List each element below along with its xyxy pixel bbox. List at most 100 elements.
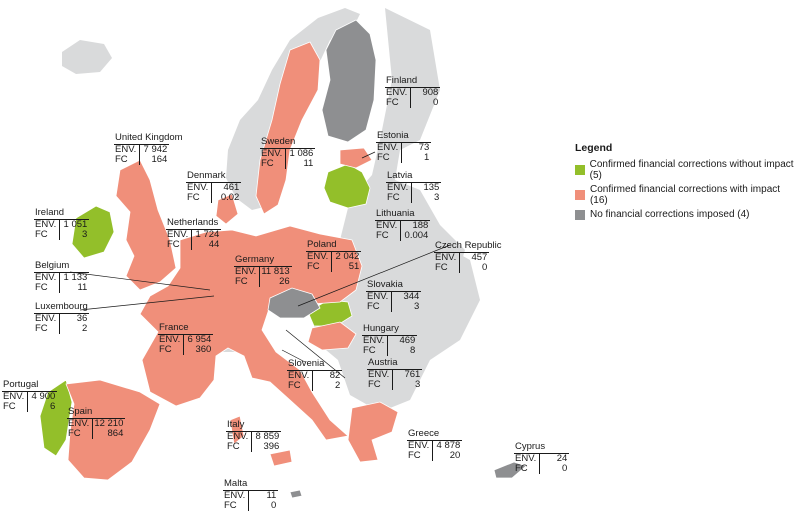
fc-label: FC xyxy=(234,276,261,287)
env-label: ENV. xyxy=(434,252,461,263)
legend-swatch-without-impact xyxy=(575,165,585,175)
fc-value: 2 xyxy=(82,322,88,334)
env-label: ENV. xyxy=(407,440,434,451)
country-values: ENV. 24 FC 0 xyxy=(514,452,570,474)
country-label-poland: Poland ENV. 2 042 FC 51 xyxy=(306,239,362,272)
env-value: 24 xyxy=(556,452,568,464)
country-label-portugal: Portugal ENV. 4 900 FC 6 xyxy=(2,379,58,412)
fc-value: 11 xyxy=(303,157,314,169)
estonia-shape xyxy=(339,147,373,169)
env-label: ENV. xyxy=(34,313,61,324)
country-label-slovakia: Slovakia ENV. 344 FC 3 xyxy=(366,279,422,312)
fc-value: 26 xyxy=(279,275,290,287)
env-value: 135 xyxy=(423,181,440,193)
fc-label: FC xyxy=(34,282,61,293)
fc-value: 20 xyxy=(449,449,461,461)
env-label: ENV. xyxy=(287,370,314,381)
belgium-leader xyxy=(69,271,211,291)
fc-label: FC xyxy=(366,301,393,312)
greece-shape xyxy=(347,401,399,463)
legend-swatch-no-corrections xyxy=(575,209,585,220)
legend-label-with-impact: Confirmed financial corrections with imp… xyxy=(589,184,781,206)
fc-value: 3 xyxy=(415,378,421,390)
env-value: 1 724 xyxy=(195,228,220,240)
fc-label: FC xyxy=(386,192,413,203)
env-label: ENV. xyxy=(186,182,213,193)
fc-label: FC xyxy=(306,261,333,272)
country-values: ENV. 135 FC 3 xyxy=(386,181,442,203)
env-label: ENV. xyxy=(2,391,29,402)
country-name: Denmark xyxy=(187,170,226,181)
fc-value: 164 xyxy=(151,153,168,165)
country-values: ENV. 461 FC 0.02 xyxy=(186,182,242,203)
country-name: Greece xyxy=(408,428,440,439)
env-value: 36 xyxy=(76,312,88,324)
country-values: ENV. 761 FC 3 xyxy=(367,369,423,390)
env-value: 469 xyxy=(399,334,416,346)
country-name: Poland xyxy=(307,239,337,250)
env-value: 6 954 xyxy=(187,333,212,345)
country-name: United Kingdom xyxy=(115,132,183,143)
fc-value: 360 xyxy=(195,343,212,355)
fc-label: FC xyxy=(226,441,253,452)
fc-value: 8 xyxy=(410,344,416,356)
legend-title: Legend xyxy=(575,142,613,154)
country-values: ENV. 82 FC 2 xyxy=(287,369,343,391)
country-values: ENV. 4 878 FC 20 xyxy=(407,440,463,461)
sweden-shape xyxy=(255,41,321,215)
country-values: ENV. 469 FC 8 xyxy=(362,334,418,356)
env-label: ENV. xyxy=(306,251,333,262)
fc-label: FC xyxy=(362,345,389,356)
country-values: ENV. 908 FC 0 xyxy=(385,87,441,108)
sicily-shape xyxy=(269,449,293,467)
iceland-shape xyxy=(62,40,112,74)
country-label-ireland: Ireland ENV. 1 051 FC 3 xyxy=(34,207,90,240)
country-name: Netherlands xyxy=(167,217,219,228)
country-label-austria: Austria ENV. 761 FC 3 xyxy=(367,357,423,390)
luxembourg-leader xyxy=(79,295,215,311)
fc-label: FC xyxy=(434,262,461,273)
env-value: 457 xyxy=(471,251,488,263)
country-values: ENV. 11 813 FC 26 xyxy=(234,266,292,287)
country-label-lithuania: Lithuania ENV. 188 FC 0.004 xyxy=(375,208,431,241)
fc-value: 2 xyxy=(335,379,341,391)
env-label: ENV. xyxy=(67,418,94,429)
env-label: ENV. xyxy=(366,291,393,302)
country-name: Sweden xyxy=(261,136,296,147)
country-label-latvia: Latvia ENV. 135 FC 3 xyxy=(386,170,442,203)
fc-label: FC xyxy=(385,97,412,108)
country-name: Lithuania xyxy=(376,208,415,219)
fc-label: FC xyxy=(287,380,314,391)
country-label-greece: Greece ENV. 4 878 FC 20 xyxy=(407,428,463,461)
fc-label: FC xyxy=(376,152,403,163)
env-value: 11 xyxy=(266,489,277,501)
env-label: ENV. xyxy=(367,369,394,380)
country-label-estonia: Estonia ENV. 73 FC 1 xyxy=(376,130,432,163)
env-label: ENV. xyxy=(158,334,185,345)
env-label: ENV. xyxy=(34,272,61,283)
env-label: ENV. xyxy=(223,490,250,501)
country-values: ENV. 457 FC 0 xyxy=(434,251,490,273)
env-value: 82 xyxy=(329,369,341,381)
country-label-italy: Italy ENV. 8 859 FC 396 xyxy=(226,419,282,452)
country-name: France xyxy=(159,322,189,333)
fc-value: 864 xyxy=(107,427,124,439)
country-values: ENV. 188 FC 0.004 xyxy=(375,219,431,241)
country-name: Italy xyxy=(227,419,245,430)
env-label: ENV. xyxy=(234,266,261,277)
fc-label: FC xyxy=(34,229,61,240)
countries-without-impact xyxy=(39,163,371,457)
fc-value: 0 xyxy=(271,499,277,511)
country-values: ENV. 11 FC 0 xyxy=(223,489,279,511)
country-name: Cyprus xyxy=(515,441,546,452)
fc-label: FC xyxy=(67,428,94,439)
fc-value: 1 xyxy=(424,151,430,163)
fc-value: 44 xyxy=(208,238,220,250)
country-values: ENV. 6 954 FC 360 xyxy=(158,333,214,355)
env-label: ENV. xyxy=(514,453,541,464)
env-value: 188 xyxy=(412,219,429,231)
country-values: ENV. 1 086 FC 11 xyxy=(260,148,316,169)
country-name: Finland xyxy=(386,75,418,86)
fc-label: FC xyxy=(34,323,61,334)
env-value: 7 942 xyxy=(143,143,168,155)
